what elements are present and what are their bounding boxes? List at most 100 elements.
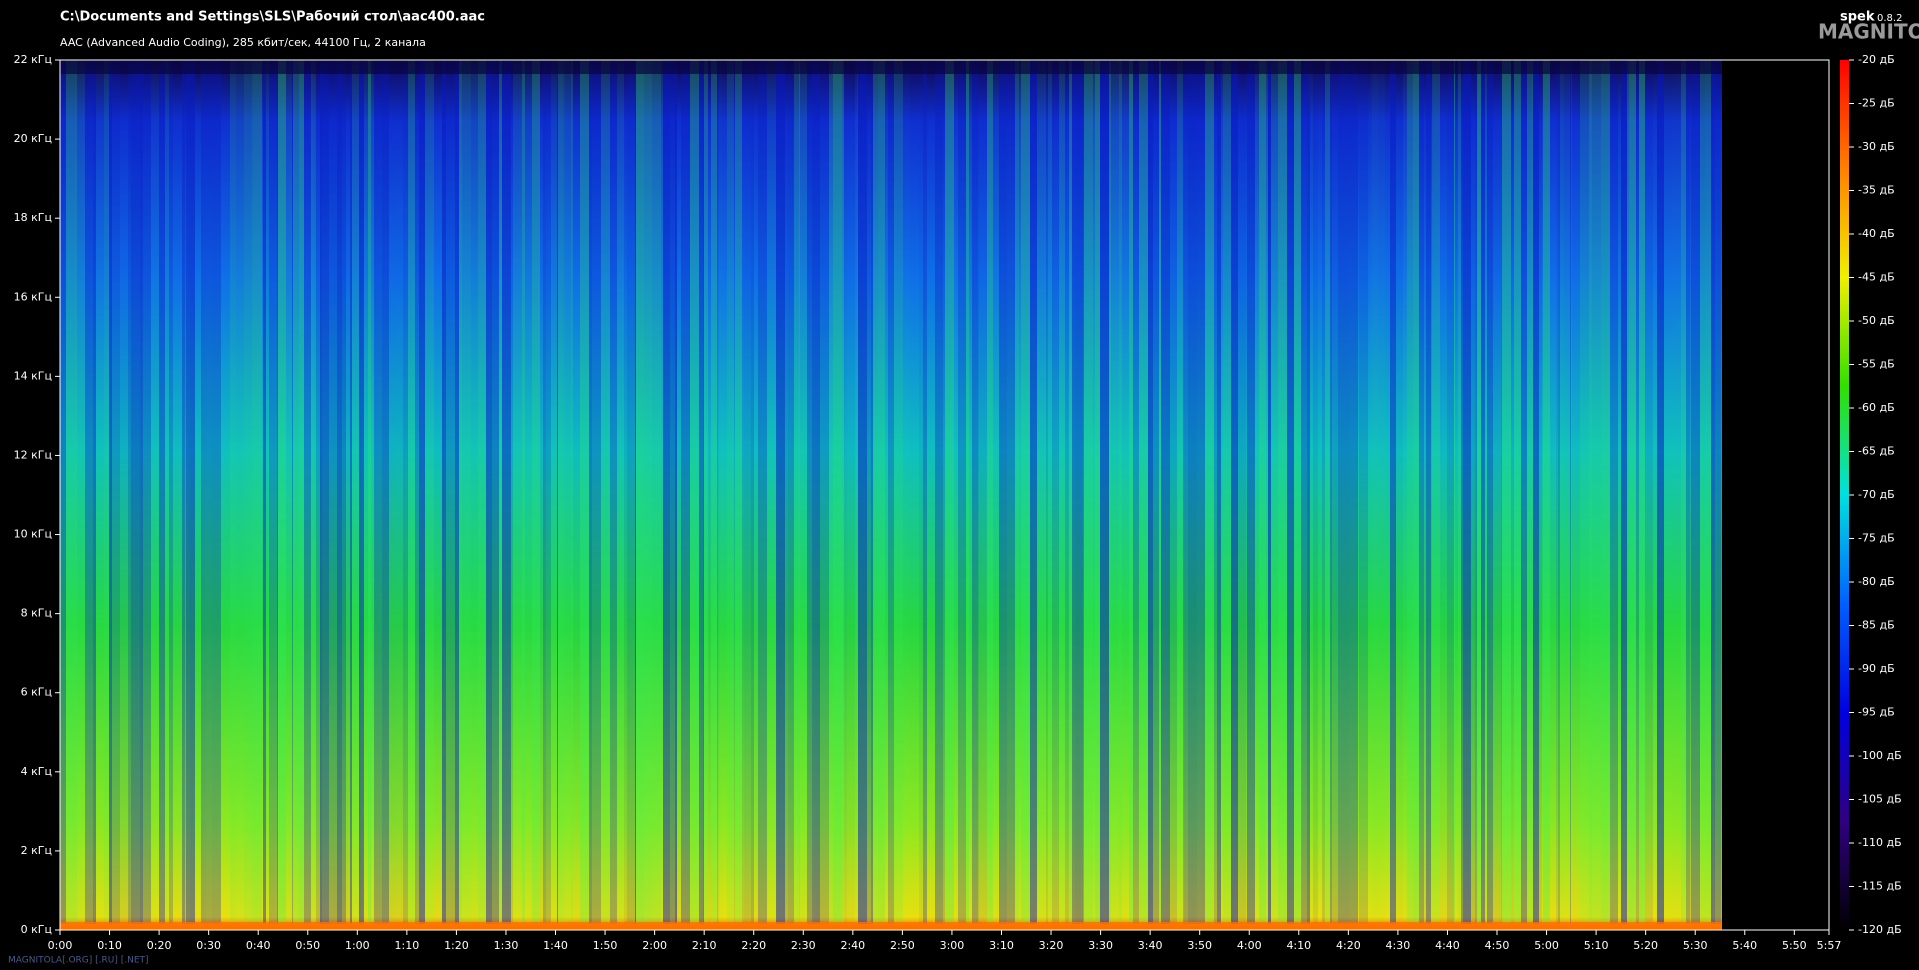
y-tick-label: 14 кГц <box>14 369 52 382</box>
spectrogram-texture <box>592 60 601 924</box>
spectrogram-texture <box>1255 60 1259 924</box>
spectrogram-texture <box>190 60 195 924</box>
spectrogram-texture <box>442 60 446 924</box>
x-tick-label: 4:10 <box>1286 939 1311 952</box>
spectrogram-texture <box>1330 60 1332 924</box>
spectrogram-texture <box>571 60 573 924</box>
x-tick-label: 0:50 <box>295 939 320 952</box>
spectrogram-texture <box>206 60 212 924</box>
spectrogram-texture <box>1030 60 1037 924</box>
colorbar-tick-label: -45 дБ <box>1858 271 1895 284</box>
spectrogram-texture <box>1564 60 1570 924</box>
spectrogram-texture <box>999 60 1007 924</box>
spectrogram-texture <box>1271 60 1278 924</box>
spectrogram-texture <box>663 60 670 924</box>
spectrogram-texture <box>350 60 352 924</box>
spectrogram-texture <box>1558 60 1560 924</box>
spectrogram-texture <box>993 60 999 924</box>
spectrogram-texture <box>558 60 563 924</box>
spectrogram-texture <box>681 60 690 924</box>
spectrogram-texture <box>1313 60 1318 924</box>
colorbar-tick-label: -40 дБ <box>1858 227 1895 240</box>
spectrogram-texture <box>919 60 923 924</box>
spectrogram-texture <box>1461 60 1463 924</box>
spectrogram-texture <box>927 60 935 924</box>
spectrogram-texture <box>492 60 499 924</box>
spectrogram-texture <box>699 60 703 924</box>
spectrogram-body <box>60 60 1722 930</box>
spectrogram-texture <box>230 60 236 924</box>
spectrogram-texture <box>1139 60 1148 924</box>
spectrogram-texture <box>263 60 266 924</box>
spectrogram-texture <box>565 60 571 924</box>
spectrogram-texture <box>677 60 681 924</box>
spectrogram-texture <box>1129 60 1133 924</box>
spectrogram-texture <box>1700 60 1705 924</box>
spectrogram-texture <box>1205 60 1214 924</box>
spectrogram-texture <box>1223 60 1231 924</box>
spectrogram-texture <box>815 60 820 924</box>
spectrogram-texture <box>644 60 652 924</box>
colorbar-tick-label: -35 дБ <box>1858 184 1895 197</box>
colorbar-tick-label: -20 дБ <box>1858 53 1895 66</box>
spectrogram-texture <box>661 60 663 924</box>
spectrogram-texture <box>311 60 313 924</box>
spectrogram-texture <box>374 60 382 924</box>
spectrogram-texture <box>112 60 120 924</box>
spectrogram-texture <box>858 60 867 924</box>
spectrogram-texture <box>525 60 532 924</box>
spectrogram-texture <box>847 60 855 924</box>
x-tick-label: 4:30 <box>1386 939 1411 952</box>
spectrogram-texture <box>1301 60 1302 924</box>
colorbar-tick-label: -70 дБ <box>1858 488 1895 501</box>
spectrogram-texture <box>352 60 359 924</box>
spectrogram-texture <box>471 60 478 924</box>
spectrogram-texture <box>1475 60 1477 924</box>
spectrogram-texture <box>635 60 636 924</box>
spectrogram-texture <box>1221 60 1223 924</box>
spectrogram-texture <box>1645 60 1653 924</box>
plot-frame <box>59 59 1830 931</box>
spectrogram-texture <box>1539 60 1542 924</box>
spectrogram-texture <box>1521 60 1527 924</box>
spectrogram-texture <box>742 60 744 924</box>
spectrogram-texture <box>368 60 371 924</box>
x-tick-label: 4:00 <box>1237 939 1262 952</box>
x-tick-label: 1:50 <box>593 939 618 952</box>
spectrogram-texture <box>478 60 486 924</box>
spectrogram-texture <box>1332 60 1338 924</box>
spectrogram-texture <box>894 60 895 924</box>
spectrogram-texture <box>758 60 767 924</box>
x-tick-label: 1:40 <box>543 939 568 952</box>
spectrogram-texture <box>1501 60 1502 924</box>
spectrogram-texture <box>1686 60 1690 924</box>
spectrogram-texture <box>408 60 415 924</box>
spectrogram-texture <box>1059 60 1065 924</box>
spectrogram-texture <box>1368 60 1369 924</box>
spectrogram-texture <box>944 60 945 924</box>
spectrogram-texture <box>1378 60 1385 924</box>
spectrogram-texture <box>540 60 543 924</box>
spectrogram-texture <box>1177 60 1183 924</box>
spectrogram-texture <box>1610 60 1618 924</box>
x-tick-label: 4:40 <box>1435 939 1460 952</box>
spectrogram-texture <box>1153 60 1159 924</box>
spectrogram-texture <box>718 60 719 924</box>
colorbar-tick-label: -100 дБ <box>1858 749 1902 762</box>
spectrogram-texture <box>788 60 794 924</box>
spectrogram-texture <box>954 60 958 924</box>
spectrogram-texture <box>1493 60 1501 924</box>
spectrogram-texture <box>1502 60 1511 924</box>
spectrogram-texture <box>1037 60 1046 924</box>
colorbar-tick-label: -75 дБ <box>1858 532 1895 545</box>
spectrogram-texture <box>1021 60 1030 924</box>
colorbar-tick-label: -95 дБ <box>1858 706 1895 719</box>
spectrogram-texture <box>1046 60 1048 924</box>
spectrogram-texture <box>979 60 987 924</box>
spectrogram-texture <box>777 60 785 924</box>
spectrogram-texture <box>857 60 858 924</box>
spectrogram-texture <box>93 60 96 924</box>
x-tick-label: 3:20 <box>1039 939 1064 952</box>
spectrogram-texture <box>1188 60 1197 924</box>
spectrogram-texture <box>462 60 471 924</box>
